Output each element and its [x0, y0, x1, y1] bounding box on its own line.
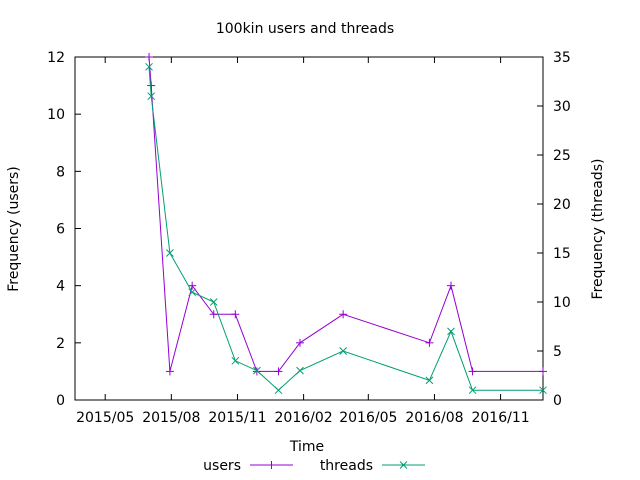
chart-title: 100kin users and threads — [216, 21, 394, 37]
data-point-threads — [209, 298, 218, 306]
legend-marker-threads-d2 — [399, 461, 408, 469]
y-tick-label: 8 — [56, 164, 65, 180]
legend-label-threads: threads — [320, 458, 373, 474]
data-point-threads-d2 — [447, 327, 455, 336]
data-point-threads — [231, 356, 240, 365]
x-tick-label: 2016/02 — [275, 410, 333, 426]
data-point-users — [274, 367, 283, 376]
y2-tick-label: 5 — [553, 344, 562, 360]
x-tick-label: 2015/11 — [208, 410, 266, 426]
y-tick-label: 4 — [56, 279, 65, 295]
y-tick-label: 12 — [47, 50, 65, 66]
data-point-users — [339, 310, 348, 319]
data-point-threads-d2 — [425, 376, 434, 385]
data-point-users — [165, 367, 174, 376]
data-point-threads-d2 — [296, 366, 304, 375]
y2-tick-label: 0 — [553, 393, 562, 409]
x-tick-label: 2016/11 — [471, 410, 529, 426]
data-point-users — [231, 310, 240, 319]
data-point-threads — [145, 62, 153, 71]
y2-tick-label: 25 — [553, 148, 571, 164]
data-point-threads-d2 — [274, 386, 283, 395]
legend-marker-users — [267, 461, 276, 469]
data-point-threads-d2 — [231, 356, 240, 365]
y-axis-label: Frequency (users) — [6, 166, 22, 292]
data-point-threads-d2 — [145, 62, 153, 71]
data-point-threads-d2 — [166, 249, 174, 257]
data-point-threads-d2 — [339, 347, 348, 355]
y-tick-label: 0 — [56, 393, 65, 409]
data-point-users — [188, 281, 197, 290]
y-tick-label: 2 — [56, 336, 65, 352]
data-point-threads-d2 — [188, 288, 197, 297]
y2-tick-label: 20 — [553, 197, 571, 213]
plot-frame — [74, 56, 544, 401]
data-point-users — [209, 310, 218, 319]
x-axis-label: Time — [289, 439, 324, 455]
series-line-threads — [148, 66, 543, 391]
data-point-threads — [468, 386, 477, 395]
data-point-users — [147, 81, 156, 90]
data-point-users — [296, 338, 305, 347]
y2-axis-label: Frequency (threads) — [590, 159, 606, 300]
data-point-users — [446, 281, 455, 290]
y2-tick-label: 15 — [553, 246, 571, 262]
legend: users threads — [203, 458, 425, 474]
data-point-users — [252, 367, 261, 376]
data-point-threads — [339, 347, 348, 355]
data-point-threads — [166, 249, 174, 257]
x-tick-label: 2015/08 — [142, 410, 200, 426]
series-line-users — [148, 56, 543, 372]
data-point-threads-d2 — [209, 298, 218, 306]
data-point-threads-d2 — [147, 92, 156, 101]
y-tick-label: 6 — [56, 222, 65, 238]
data-point-users — [425, 338, 434, 347]
data-point-threads — [296, 366, 304, 375]
data-point-users — [145, 53, 154, 61]
data-point-threads-d2 — [468, 386, 477, 395]
data-point-threads — [539, 386, 547, 395]
data-point-users — [468, 367, 477, 376]
data-point-threads — [253, 366, 261, 375]
y2-tick-label: 10 — [553, 295, 571, 311]
y-tick-label: 10 — [47, 107, 65, 123]
data-point-threads-d2 — [253, 366, 261, 375]
data-point-threads-d2 — [539, 386, 547, 395]
y2-tick-label: 30 — [553, 99, 571, 115]
y2-tick-label: 35 — [553, 50, 571, 66]
legend-label-users: users — [203, 458, 241, 474]
plot-area: 0 2 4 6 8 10 12 0 5 10 15 20 25 30 35 2015/05 2015/08 201… — [47, 50, 571, 426]
x-tick-label: 2015/05 — [76, 410, 134, 426]
legend-marker-threads — [399, 461, 408, 469]
data-point-users — [539, 367, 547, 376]
data-point-threads — [147, 92, 156, 101]
data-point-threads — [274, 386, 283, 395]
data-point-threads — [425, 376, 434, 385]
x-tick-label: 2016/08 — [405, 410, 463, 426]
x-tick-label: 2016/05 — [339, 410, 397, 426]
data-point-threads — [188, 288, 197, 297]
data-point-threads — [447, 327, 455, 336]
